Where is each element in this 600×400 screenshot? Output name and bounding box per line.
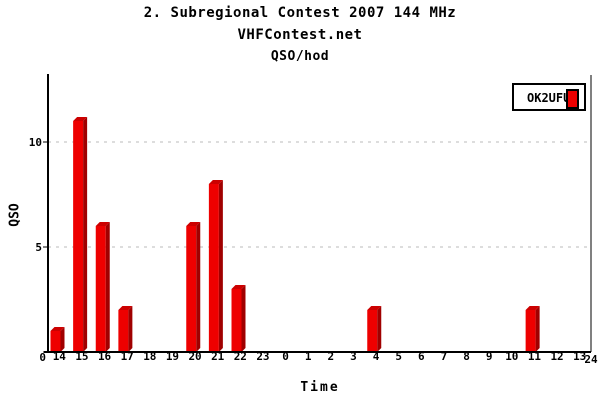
bar-side-hour-17	[128, 306, 133, 352]
x-tick-label-2: 2	[328, 350, 335, 363]
x-tick-label-4: 4	[373, 350, 380, 363]
x-tick-label-19: 19	[166, 350, 179, 363]
bar-side-hour-22	[241, 285, 246, 352]
x-tick-label-12: 12	[550, 350, 563, 363]
bar-front-hour-14	[50, 331, 61, 352]
x-tick-label-3: 3	[350, 350, 357, 363]
x-tick-label-15: 15	[75, 350, 88, 363]
bar-side-hour-15	[83, 117, 88, 352]
x-tick-label-20: 20	[188, 350, 201, 363]
legend-bar-swatch-icon	[566, 89, 579, 109]
bar-side-hour-16	[105, 222, 110, 352]
bar-front-hour-11	[525, 310, 536, 352]
bar-front-hour-15	[73, 121, 84, 352]
x-tick-label-8: 8	[463, 350, 470, 363]
chart-title: 2. Subregional Contest 2007 144 MHz	[143, 5, 457, 21]
x-tick-label-7: 7	[441, 350, 448, 363]
bar-top-hour-4	[367, 306, 382, 310]
bar-top-hour-17	[118, 306, 133, 310]
x-tick-label-13: 13	[573, 350, 586, 363]
x-tick-label-24: 24	[584, 353, 598, 366]
bar-front-hour-22	[231, 289, 242, 352]
bar-front-hour-17	[118, 310, 129, 352]
bar-front-hour-4	[367, 310, 378, 352]
bar-top-hour-22	[231, 285, 246, 289]
legend: OK2UFU	[512, 83, 586, 111]
x-tick-label-18: 18	[143, 350, 156, 363]
bar-top-hour-21	[208, 180, 223, 184]
x-tick-label-14: 14	[53, 350, 67, 363]
x-tick-label-5: 5	[395, 350, 402, 363]
y-tick-label-10: 10	[29, 136, 42, 149]
x-tick-label-21: 21	[211, 350, 225, 363]
x-tick-label-1: 1	[305, 350, 312, 363]
bar-side-hour-4	[377, 306, 382, 352]
y-tick-label-5: 5	[35, 241, 42, 254]
bar-side-hour-11	[535, 306, 540, 352]
bar-top-hour-20	[186, 222, 201, 226]
x-tick-label-22: 22	[234, 350, 247, 363]
x-tick-label-6: 6	[418, 350, 425, 363]
chart-subtitle2: QSO/hod	[270, 49, 330, 64]
x-tick-label-16: 16	[98, 350, 112, 363]
bar-side-hour-21	[218, 180, 223, 352]
x-axis-title: Time	[300, 380, 340, 395]
x-tick-label-23: 23	[256, 350, 269, 363]
bar-side-hour-14	[60, 327, 65, 352]
bar-front-hour-21	[208, 184, 219, 352]
bar-top-hour-15	[73, 117, 88, 121]
chart-subtitle: VHFContest.net	[237, 27, 363, 43]
x-tick-label-0: 0	[282, 350, 289, 363]
x-tick-label-17: 17	[121, 350, 134, 363]
bar-top-hour-14	[50, 327, 65, 331]
legend-series-label: OK2UFU	[527, 91, 571, 105]
x-tick-label-9: 9	[486, 350, 493, 363]
bar-front-hour-16	[95, 226, 106, 352]
bar-top-hour-16	[95, 222, 110, 226]
bar-side-hour-20	[196, 222, 201, 352]
x-tick-label-10: 10	[505, 350, 518, 363]
bar-front-hour-20	[186, 226, 197, 352]
x-tick-label-11: 11	[528, 350, 542, 363]
y-tick-label-0: 0	[39, 351, 46, 364]
bar-top-hour-11	[525, 306, 540, 310]
